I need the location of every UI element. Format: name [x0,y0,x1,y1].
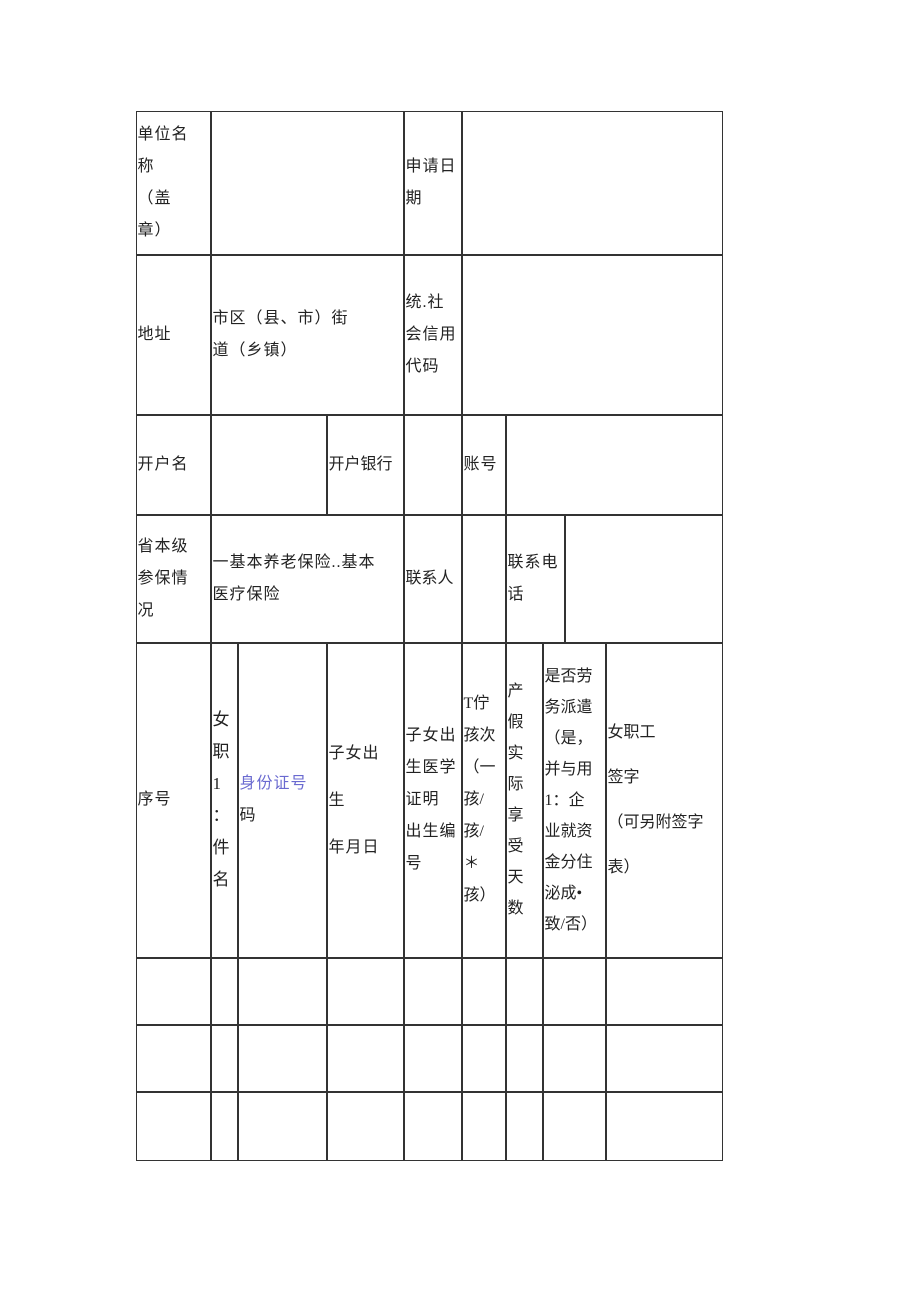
header-seq: 序号 [135,642,211,958]
contact-field[interactable] [461,514,506,643]
header-name-text: 女 职 1 ： 件 名 [212,710,231,889]
data-cell[interactable] [605,957,723,1025]
address-label-cell: 地址 [135,254,211,415]
data-cell[interactable] [403,1024,462,1092]
unit-name-label-cell: 单位名 称 （盖 章） [135,110,211,255]
data-cell[interactable] [237,1024,327,1092]
data-cell[interactable] [135,1024,211,1092]
header-signature: 女职工 签字 （可另附签字 表） [605,642,723,958]
header-id-number: 身份证号码 [237,642,327,958]
header-child-birth-date-text: 子女出 生 年月日 [328,744,380,856]
credit-code-label: 统.社 会信用 代码 [405,293,457,375]
data-cell[interactable] [542,957,606,1025]
data-cell[interactable] [326,957,404,1025]
account-name-label: 开户名 [137,455,189,473]
data-cell[interactable] [505,1024,543,1092]
data-cell[interactable] [461,1024,506,1092]
data-cell[interactable] [210,957,238,1025]
insurance-label: 省本级 参保情 况 [137,537,189,619]
account-name-label-cell: 开户名 [135,414,211,515]
contact-label: 联系人 [405,569,454,587]
phone-field[interactable] [564,514,723,643]
address-value: 市区（县、市）街 道（乡镇） [212,309,349,359]
address-field[interactable]: 市区（县、市）街 道（乡镇） [210,254,404,415]
data-cell[interactable] [461,957,506,1025]
data-cell[interactable] [237,957,327,1025]
data-cell[interactable] [326,1024,404,1092]
data-cell[interactable] [505,1091,543,1161]
account-no-label-cell: 账号 [461,414,506,515]
insurance-label-cell: 省本级 参保情 况 [135,514,211,643]
header-dispatch-text: 是否劳 务派遣 （是， 并与用 1：企 业就资 金分住 泌成• 致/否） [544,667,597,933]
apply-date-field[interactable] [461,110,723,255]
header-birth-cert: 子女出 生医学 证明 出生编 号 [403,642,462,958]
header-id-number-rest: 码 [239,807,257,824]
phone-label-cell: 联系电 话 [505,514,565,643]
data-cell[interactable] [542,1024,606,1092]
header-birth-cert-text: 子女出 生医学 证明 出生编 号 [405,727,457,872]
account-no-label: 账号 [463,455,498,473]
data-cell[interactable] [403,957,462,1025]
insurance-field[interactable]: 一基本养老保险..基本 医疗保险 [210,514,404,643]
contact-label-cell: 联系人 [403,514,462,643]
unit-name-field[interactable] [210,110,404,255]
header-child-order: T佇 孩次 （一 孩/ 孩/ ＊ 孩） [461,642,506,958]
data-cell[interactable] [135,957,211,1025]
account-no-field[interactable] [505,414,723,515]
header-id-number-blue: 身份证号 [239,775,308,792]
header-seq-text: 序号 [137,791,172,808]
header-leave-days: 产 假 实 际 享 受 天 数 [505,642,543,958]
header-child-order-text: T佇 孩次 （一 孩/ 孩/ ＊ 孩） [463,695,496,904]
address-label: 地址 [137,325,172,343]
data-cell[interactable] [542,1091,606,1161]
account-name-field[interactable] [210,414,327,515]
apply-date-label-cell: 申请日 期 [403,110,462,255]
data-cell[interactable] [605,1091,723,1161]
header-leave-days-text: 产 假 实 际 享 受 天 数 [507,683,525,917]
bank-label-cell: 开户银行 [326,414,404,515]
header-id-number-text: 身份证号码 [240,768,308,832]
data-cell[interactable] [326,1091,404,1161]
data-cell[interactable] [237,1091,327,1161]
phone-label: 联系电 话 [507,553,559,603]
insurance-value: 一基本养老保险..基本 医疗保险 [212,553,376,603]
data-cell[interactable] [505,957,543,1025]
header-signature-text: 女职工 签字 （可另附签字 表） [607,724,704,876]
header-dispatch: 是否劳 务派遣 （是， 并与用 1：企 业就资 金分住 泌成• 致/否） [542,642,606,958]
data-cell[interactable] [135,1091,211,1161]
bank-label: 开户银行 [328,455,393,473]
header-name: 女 职 1 ： 件 名 [210,642,238,958]
credit-code-field[interactable] [461,254,723,415]
bank-field[interactable] [403,414,462,515]
data-cell[interactable] [461,1091,506,1161]
header-child-birth-date: 子女出 生 年月日 [326,642,404,958]
data-cell[interactable] [403,1091,462,1161]
data-cell[interactable] [210,1091,238,1161]
credit-code-label-cell: 统.社 会信用 代码 [403,254,462,415]
apply-date-label: 申请日 期 [405,157,457,207]
data-cell[interactable] [605,1024,723,1092]
data-cell[interactable] [210,1024,238,1092]
unit-name-label: 单位名 称 （盖 章） [137,125,189,239]
